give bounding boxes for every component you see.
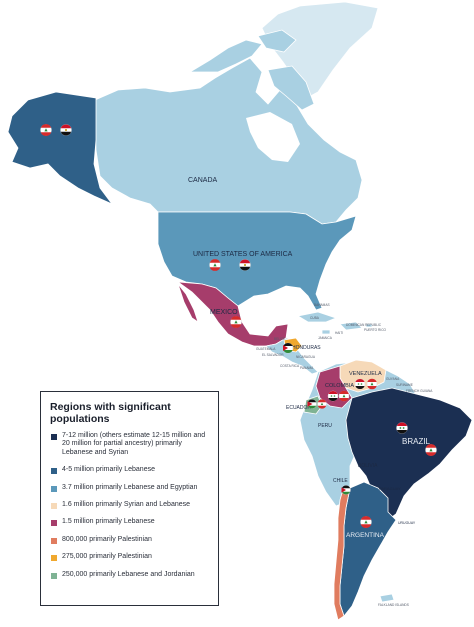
map-legend: Regions with significant populations 7-1… — [40, 391, 219, 606]
label-brazil: BRAZIL — [402, 437, 431, 446]
baffin-island — [267, 65, 315, 111]
label-el-salvador: EL SALVADOR — [262, 353, 284, 357]
label-french-guiana: FRENCH GUIANA — [406, 389, 433, 393]
flag-group-usa — [209, 259, 251, 271]
lebanon-flag-icon — [338, 390, 350, 402]
legend-swatch — [51, 503, 57, 510]
label-guatemala: GUATEMALA — [256, 347, 276, 351]
label-ecuador: ECUADOR — [286, 405, 311, 411]
flag-group-alaska — [40, 124, 72, 136]
legend-label: 800,000 primarily Palestinian — [62, 535, 152, 543]
label-bolivia: BOLIVIA — [358, 463, 378, 469]
label-mexico: MEXICO — [210, 309, 238, 316]
label-canada: CANADA — [188, 177, 218, 184]
label-panama: PANAMA — [300, 366, 314, 370]
legend-item: 3.7 million primarily Lebanese and Egypt… — [49, 484, 210, 492]
syria-flag-icon — [327, 390, 339, 402]
legend-label: 3.7 million primarily Lebanese and Egypt… — [62, 483, 198, 491]
puerto-rico-island — [365, 323, 373, 328]
label-costa-rica: COSTA RICA — [280, 364, 300, 368]
lebanon-flag-icon — [40, 124, 52, 136]
legend-swatch — [51, 572, 57, 579]
legend-swatch — [51, 537, 57, 544]
legend-label: 7-12 million (others estimate 12-15 mill… — [62, 432, 206, 456]
syria-flag-icon — [396, 422, 408, 434]
lebanon-flag-icon — [317, 399, 327, 409]
label-argentina: ARGENTINA — [346, 532, 385, 539]
lebanon-flag-icon — [230, 316, 242, 328]
hudson-bay — [246, 112, 300, 162]
palestine-flag-icon — [282, 342, 294, 354]
legend-swatch — [51, 485, 57, 492]
label-bahamas: BAHAMAS — [314, 303, 330, 307]
lebanon-flag-icon — [360, 516, 372, 528]
legend-label: 1.6 million primarily Syrian and Lebanes… — [62, 501, 191, 509]
label-cuba: CUBA — [310, 316, 320, 320]
label-colombia: COLOMBIA — [325, 383, 354, 389]
label-falklands: FALKLAND ISLANDS — [378, 603, 409, 607]
alaska-region — [7, 91, 114, 205]
label-nicaragua: NICARAGUA — [296, 355, 316, 359]
label-haiti: HAITI — [335, 331, 343, 335]
egypt-flag-icon — [60, 124, 72, 136]
brazil-region — [345, 387, 473, 521]
lebanon-flag-icon — [366, 378, 378, 390]
legend-item: 250,000 primarily Lebanese and Jordanian — [49, 571, 210, 579]
legend-label: 1.5 million primarily Lebanese — [62, 518, 155, 526]
lebanon-flag-icon — [209, 259, 221, 271]
central-america-region — [265, 337, 319, 375]
legend-item: 4-5 million primarily Lebanese — [49, 466, 210, 475]
legend-swatch — [51, 468, 57, 475]
label-uruguay: URUGUAY — [398, 521, 416, 525]
label-honduras: HONDURAS — [292, 345, 321, 351]
legend-title: Regions with significant populations — [50, 401, 171, 425]
egypt-flag-icon — [239, 259, 251, 271]
falklands-island — [379, 593, 395, 603]
label-belize: BELIZE — [274, 337, 285, 341]
label-chile: CHILE — [333, 478, 348, 484]
cuba-island — [296, 311, 338, 323]
legend-label: 250,000 primarily Lebanese and Jordanian — [62, 570, 195, 578]
label-jamaica: JAMAICA — [318, 336, 333, 340]
legend-label: 275,000 primarily Palestinian — [62, 553, 152, 561]
legend-label: 4-5 million primarily Lebanese — [62, 466, 155, 474]
label-peru: PERU — [318, 423, 332, 429]
lebanon-flag-icon — [425, 444, 437, 456]
arctic-island-2 — [257, 29, 297, 53]
legend-item: 800,000 primarily Palestinian — [49, 536, 210, 544]
palestine-flag-icon — [341, 485, 351, 495]
usa-region — [157, 211, 357, 311]
label-venezuela: VENEZUELA — [349, 371, 382, 377]
syria-flag-icon — [354, 378, 366, 390]
legend-swatch — [51, 520, 57, 527]
label-paraguay: PARAGUAY — [379, 486, 401, 491]
legend-swatch — [51, 555, 57, 562]
legend-item: 1.6 million primarily Syrian and Lebanes… — [49, 501, 210, 510]
chile-region — [333, 485, 351, 621]
hispaniola-island — [339, 321, 363, 331]
label-suriname: SURINAME — [396, 383, 413, 387]
arctic-islands — [188, 39, 263, 73]
canada-region — [94, 57, 363, 225]
label-usa: UNITED STATES OF AMERICA — [193, 251, 293, 258]
jamaica-island — [321, 329, 331, 335]
jordan-flag-icon — [307, 399, 317, 409]
legend-items: 7-12 million (others estimate 12-15 mill… — [49, 432, 210, 579]
label-dominican-republic: DOMINICAN REPUBLIC — [346, 323, 382, 327]
legend-item: 275,000 primarily Palestinian — [49, 553, 210, 562]
baja-california — [177, 283, 199, 323]
label-puerto-rico: PUERTO RICO — [364, 328, 387, 332]
legend-item: 1.5 million primarily Lebanese — [49, 518, 210, 527]
label-guyana: GUYANA — [386, 377, 400, 381]
legend-item: 7-12 million (others estimate 12-15 mill… — [49, 432, 210, 457]
legend-swatch — [51, 434, 57, 440]
